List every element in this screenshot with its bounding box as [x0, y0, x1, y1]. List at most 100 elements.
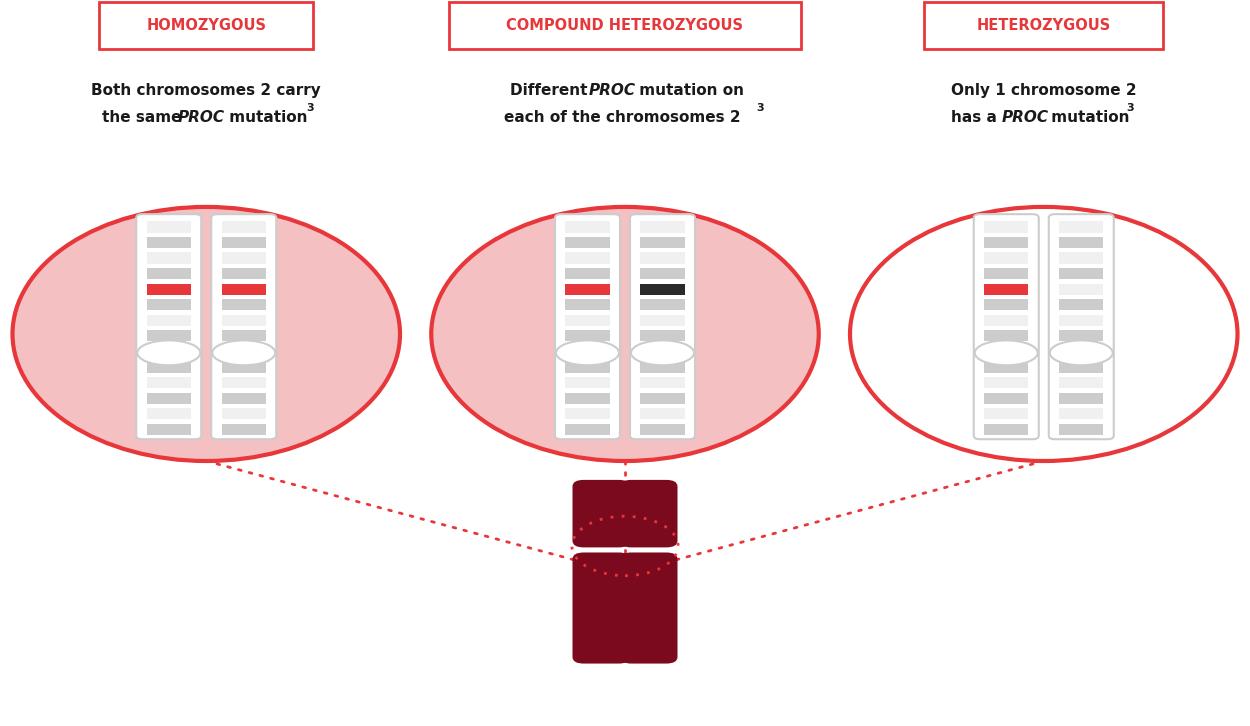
Bar: [565, 268, 610, 280]
Bar: [1059, 237, 1104, 248]
Bar: [565, 424, 610, 435]
Bar: [565, 377, 610, 388]
FancyBboxPatch shape: [974, 214, 1039, 439]
FancyBboxPatch shape: [1049, 214, 1114, 439]
Bar: [1059, 330, 1104, 341]
Text: PROC: PROC: [589, 83, 636, 98]
Bar: [146, 268, 191, 280]
Bar: [146, 314, 191, 326]
Bar: [640, 346, 685, 357]
Bar: [565, 362, 610, 372]
Bar: [640, 284, 685, 295]
Bar: [640, 237, 685, 248]
Bar: [984, 408, 1029, 419]
Bar: [221, 393, 266, 404]
Bar: [1059, 393, 1104, 404]
Bar: [640, 393, 685, 404]
Bar: [565, 237, 610, 248]
Text: each of the chromosomes 2: each of the chromosomes 2: [504, 110, 741, 125]
Bar: [146, 237, 191, 248]
Bar: [221, 314, 266, 326]
Bar: [146, 408, 191, 419]
Text: mutation: mutation: [224, 110, 308, 125]
Bar: [565, 346, 610, 357]
Ellipse shape: [1050, 340, 1112, 365]
Ellipse shape: [556, 340, 619, 365]
Text: has a: has a: [951, 110, 1002, 125]
FancyBboxPatch shape: [630, 214, 695, 439]
Bar: [146, 221, 191, 232]
Bar: [640, 268, 685, 280]
Text: 3: 3: [306, 103, 314, 113]
Bar: [565, 299, 610, 311]
Bar: [1059, 346, 1104, 357]
Bar: [221, 268, 266, 280]
FancyBboxPatch shape: [136, 214, 201, 439]
Bar: [1059, 268, 1104, 280]
Text: HOMOZYGOUS: HOMOZYGOUS: [146, 18, 266, 33]
Bar: [1059, 377, 1104, 388]
Bar: [640, 408, 685, 419]
Bar: [565, 393, 610, 404]
Bar: [565, 284, 610, 295]
Bar: [984, 346, 1029, 357]
Ellipse shape: [975, 340, 1038, 365]
Text: Only 1 chromosome 2: Only 1 chromosome 2: [951, 83, 1136, 98]
Bar: [984, 221, 1029, 232]
FancyBboxPatch shape: [211, 214, 276, 439]
Text: mutation: mutation: [1046, 110, 1130, 125]
Bar: [146, 330, 191, 341]
Bar: [984, 253, 1029, 264]
Bar: [565, 314, 610, 326]
Bar: [221, 253, 266, 264]
Bar: [984, 377, 1029, 388]
Bar: [221, 284, 266, 295]
Bar: [221, 346, 266, 357]
Ellipse shape: [213, 340, 275, 365]
Bar: [221, 424, 266, 435]
Text: PROC: PROC: [1001, 110, 1049, 125]
Text: HETEROZYGOUS: HETEROZYGOUS: [976, 18, 1111, 33]
Bar: [1059, 299, 1104, 311]
FancyBboxPatch shape: [450, 2, 801, 49]
Bar: [984, 284, 1029, 295]
Bar: [221, 221, 266, 232]
FancyBboxPatch shape: [181, 226, 231, 442]
Ellipse shape: [12, 207, 400, 461]
Text: 3: 3: [1126, 103, 1134, 113]
FancyBboxPatch shape: [572, 552, 630, 664]
Bar: [565, 253, 610, 264]
Text: 3: 3: [756, 103, 764, 113]
Bar: [221, 362, 266, 372]
Bar: [984, 299, 1029, 311]
Bar: [146, 377, 191, 388]
Bar: [146, 346, 191, 357]
Bar: [146, 362, 191, 372]
FancyBboxPatch shape: [600, 226, 650, 442]
Ellipse shape: [138, 340, 200, 365]
Ellipse shape: [431, 207, 819, 461]
Text: mutation on: mutation on: [634, 83, 744, 98]
Bar: [221, 377, 266, 388]
Bar: [640, 377, 685, 388]
FancyBboxPatch shape: [620, 480, 678, 547]
Text: Both chromosomes 2 carry: Both chromosomes 2 carry: [91, 83, 321, 98]
Bar: [984, 393, 1029, 404]
Bar: [1059, 284, 1104, 295]
Bar: [640, 299, 685, 311]
Bar: [984, 330, 1029, 341]
Bar: [640, 253, 685, 264]
Text: COMPOUND HETEROZYGOUS: COMPOUND HETEROZYGOUS: [506, 18, 744, 33]
Text: Different: Different: [510, 83, 592, 98]
Bar: [1059, 424, 1104, 435]
Bar: [565, 330, 610, 341]
Bar: [146, 393, 191, 404]
Bar: [640, 330, 685, 341]
Bar: [984, 424, 1029, 435]
Bar: [565, 221, 610, 232]
Bar: [565, 408, 610, 419]
Bar: [221, 299, 266, 311]
FancyBboxPatch shape: [100, 2, 312, 49]
Bar: [146, 299, 191, 311]
Text: PROC: PROC: [177, 110, 225, 125]
